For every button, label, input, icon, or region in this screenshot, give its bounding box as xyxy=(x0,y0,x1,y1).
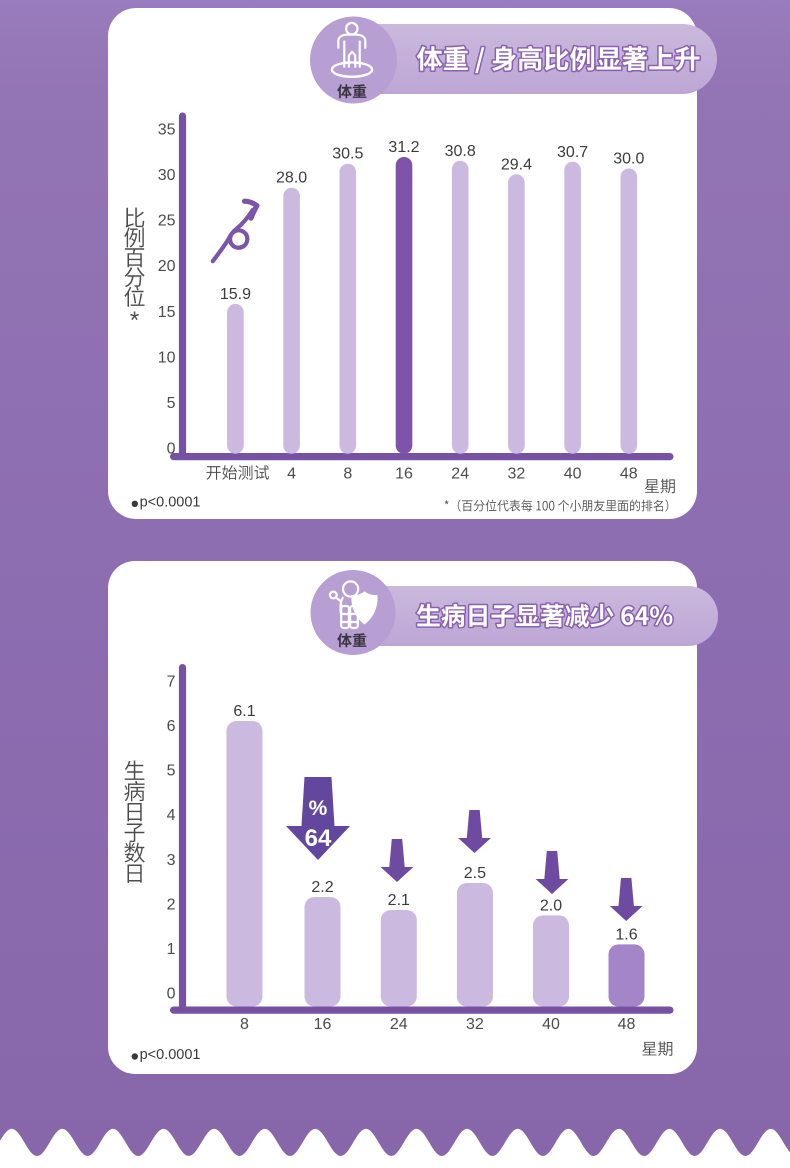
svg-text:2.0: 2.0 xyxy=(540,897,562,914)
svg-text:4: 4 xyxy=(287,466,296,483)
svg-text:48: 48 xyxy=(620,466,638,483)
svg-text:6.1: 6.1 xyxy=(233,703,255,720)
svg-text:4: 4 xyxy=(167,807,176,824)
svg-text:15: 15 xyxy=(158,304,176,321)
svg-text:2.5: 2.5 xyxy=(464,865,486,882)
svg-text:6: 6 xyxy=(167,718,176,735)
svg-text:p<0.0001: p<0.0001 xyxy=(140,495,201,511)
svg-text:2.2: 2.2 xyxy=(311,879,333,896)
svg-text:25: 25 xyxy=(158,213,176,230)
svg-text:32: 32 xyxy=(508,466,526,483)
svg-text:40: 40 xyxy=(542,1016,560,1033)
svg-text:2.1: 2.1 xyxy=(388,892,410,909)
svg-text:40: 40 xyxy=(564,466,582,483)
svg-text:10: 10 xyxy=(158,349,176,366)
svg-text:16: 16 xyxy=(314,1016,332,1033)
svg-text:30.5: 30.5 xyxy=(332,146,363,163)
svg-text:5: 5 xyxy=(167,395,176,412)
svg-text:30: 30 xyxy=(158,167,176,184)
svg-text:8: 8 xyxy=(240,1016,249,1033)
svg-text:7: 7 xyxy=(167,674,176,691)
svg-text:p<0.0001: p<0.0001 xyxy=(140,1047,201,1063)
svg-text:3: 3 xyxy=(167,852,176,869)
svg-text:%: % xyxy=(309,797,328,820)
svg-text:28.0: 28.0 xyxy=(276,170,307,187)
svg-text:32: 32 xyxy=(466,1016,484,1033)
svg-text:64: 64 xyxy=(305,825,332,852)
svg-text:0: 0 xyxy=(167,441,176,458)
svg-text:1: 1 xyxy=(167,941,176,958)
svg-text:5: 5 xyxy=(167,763,176,780)
svg-text:1.6: 1.6 xyxy=(615,926,637,943)
svg-text:*: * xyxy=(130,307,139,334)
svg-text:20: 20 xyxy=(158,258,176,275)
svg-text:48: 48 xyxy=(618,1016,636,1033)
svg-text:35: 35 xyxy=(158,122,176,139)
svg-text:24: 24 xyxy=(390,1016,408,1033)
svg-text:30.0: 30.0 xyxy=(613,151,644,168)
svg-text:30.8: 30.8 xyxy=(445,143,476,160)
svg-text:16: 16 xyxy=(395,466,413,483)
svg-text:15.9: 15.9 xyxy=(220,286,251,303)
svg-text:24: 24 xyxy=(451,466,469,483)
svg-text:2: 2 xyxy=(167,896,176,913)
svg-text:30.7: 30.7 xyxy=(557,144,588,161)
svg-text:0: 0 xyxy=(167,986,176,1003)
svg-text:8: 8 xyxy=(343,466,352,483)
svg-text:31.2: 31.2 xyxy=(388,139,419,156)
svg-text:29.4: 29.4 xyxy=(501,156,532,173)
